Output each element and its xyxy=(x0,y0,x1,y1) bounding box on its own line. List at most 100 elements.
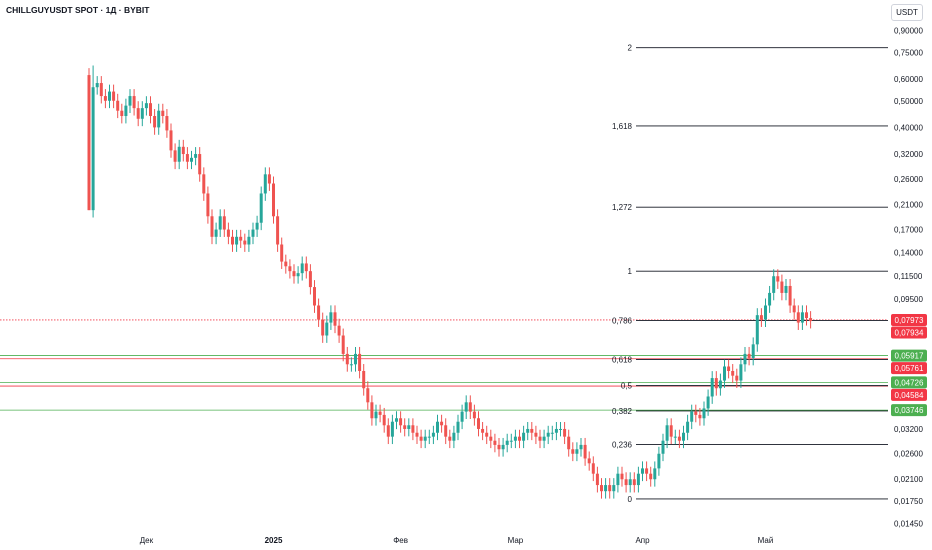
price-label-badge xyxy=(891,376,927,389)
candle-body xyxy=(272,183,275,217)
candle-body xyxy=(641,468,644,474)
price-axis[interactable]: 0,90000 0,75000 0,60000 0,50000 0,40000 0,320… xyxy=(894,27,923,529)
candle-body xyxy=(370,402,374,419)
candle-body xyxy=(354,353,357,365)
candle-body xyxy=(694,411,698,415)
candle-body xyxy=(792,305,796,313)
candle-body xyxy=(616,473,620,486)
candle-body xyxy=(542,436,546,441)
candle-body xyxy=(800,312,804,323)
candle-body xyxy=(259,193,263,223)
price-tick-label: 0,14000 xyxy=(894,249,923,258)
candle-body xyxy=(612,485,616,492)
price-tick-label: 0,01450 xyxy=(894,519,923,528)
candle-body xyxy=(497,444,501,450)
price-tick-label: 0,02100 xyxy=(894,475,923,484)
candle-body xyxy=(116,100,120,111)
candle-body xyxy=(231,236,234,245)
candle-body xyxy=(784,285,788,293)
candle-body xyxy=(468,402,472,412)
candle-body xyxy=(702,408,706,419)
candle-body xyxy=(567,436,571,450)
candle-body xyxy=(366,388,370,403)
candle-body xyxy=(288,266,292,272)
candle-body xyxy=(153,116,157,128)
candle-body xyxy=(776,276,780,282)
candle-body xyxy=(513,436,517,441)
candle-body xyxy=(743,353,747,365)
candle-body xyxy=(534,432,538,437)
candle-body xyxy=(559,428,562,430)
candle-body xyxy=(317,305,321,320)
candle-body xyxy=(448,436,452,441)
candle-body xyxy=(185,154,189,162)
candle-body xyxy=(460,411,464,422)
price-label-badge xyxy=(891,326,927,339)
candle-body xyxy=(747,353,751,358)
candle-body xyxy=(108,91,111,101)
candle-body xyxy=(333,312,337,326)
fib-level-label: 1 xyxy=(628,267,633,276)
candle-body xyxy=(198,154,202,175)
price-tick-label: 0,21000 xyxy=(894,200,923,209)
fib-level-label: 0,5 xyxy=(621,382,633,391)
candle-body xyxy=(144,103,148,109)
candle-body xyxy=(595,473,599,486)
price-tick-label: 0,01750 xyxy=(894,497,923,506)
candle-body xyxy=(587,458,591,464)
candle-body xyxy=(526,428,530,433)
candle-body xyxy=(222,216,226,230)
candle-body xyxy=(677,436,681,441)
candle-body xyxy=(608,485,612,492)
price-tick-label: 0,02600 xyxy=(894,450,923,459)
candle-body xyxy=(296,273,300,277)
candle-body xyxy=(235,236,239,245)
candle-body xyxy=(276,216,280,245)
candle-body xyxy=(645,468,649,474)
price-tick-label: 0,40000 xyxy=(894,123,923,132)
candle-body xyxy=(206,193,210,217)
candle-body xyxy=(239,236,243,241)
candle-body xyxy=(554,428,558,433)
candle-body xyxy=(522,432,526,441)
candle-body xyxy=(313,287,316,306)
candle-body xyxy=(214,229,218,237)
price-label-badge xyxy=(891,313,927,326)
chart-title: CHILLGUYUSDT SPOT · 1Д · BYBIT xyxy=(6,5,150,15)
price-label-badge xyxy=(891,404,927,417)
candle-body xyxy=(809,318,813,322)
candle-body xyxy=(149,103,152,117)
candle-body xyxy=(464,402,468,412)
candle-body xyxy=(99,83,103,97)
candle-body xyxy=(284,261,288,267)
candle-body xyxy=(136,108,140,119)
candle-body xyxy=(91,87,95,211)
candle-body xyxy=(518,436,521,441)
candle-body xyxy=(112,91,116,101)
candle-body xyxy=(649,473,653,480)
candle-body xyxy=(444,425,448,437)
candle-body xyxy=(505,440,509,445)
fib-level-label: 2 xyxy=(628,44,633,53)
currency-selector[interactable]: USDT xyxy=(891,4,923,21)
candle-body xyxy=(624,479,628,486)
price-label-badge xyxy=(891,349,927,362)
candle-body xyxy=(165,116,169,131)
time-axis[interactable]: Дек 2025 Фев Мар Апр Май xyxy=(140,536,774,545)
candle-body xyxy=(710,378,714,397)
candle-body xyxy=(632,479,636,486)
candle-body xyxy=(718,380,722,389)
candle-body xyxy=(325,322,329,336)
candle-body xyxy=(173,150,177,162)
candle-body xyxy=(120,110,124,117)
candle-body xyxy=(563,428,567,437)
candle-body xyxy=(682,432,685,441)
candle-body xyxy=(530,428,534,433)
candle-body xyxy=(132,96,136,109)
candle-body xyxy=(755,315,759,345)
candle-body xyxy=(690,411,694,422)
candle-body xyxy=(735,375,739,381)
fibonacci-levels-layer: 2 1,618 1,272 1 0,786 0,618 0,5 0,382 0,236 0 xyxy=(612,44,888,504)
fib-level-label: 0,786 xyxy=(612,316,633,325)
